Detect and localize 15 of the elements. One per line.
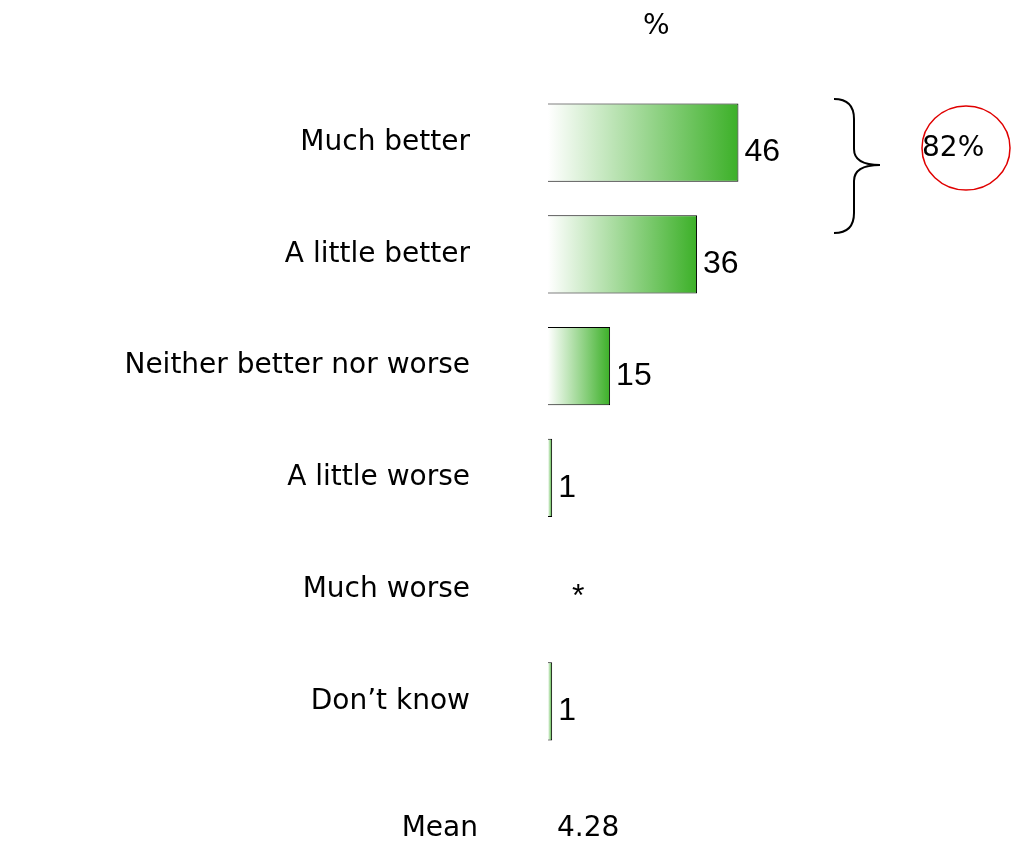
y-tick-label: Much better — [300, 123, 471, 157]
chart-title: % — [643, 8, 670, 41]
data-label: 46 — [744, 132, 781, 169]
y-tick-label: A little better — [284, 235, 471, 269]
y-tick-label: A little worse — [287, 459, 470, 493]
text: * — [572, 577, 585, 614]
data-label: 15 — [616, 355, 652, 392]
text: 82% — [922, 130, 985, 163]
data-label: 1 — [558, 467, 576, 504]
y-tick-label: Much worse — [302, 570, 470, 604]
data-label: 36 — [703, 244, 739, 281]
text: Mean 4.28 — [401, 810, 620, 843]
y-tick-label: Neither better nor worse — [124, 347, 470, 381]
data-label: 1 — [558, 691, 576, 728]
y-tick-label: Don’t know — [310, 682, 470, 716]
